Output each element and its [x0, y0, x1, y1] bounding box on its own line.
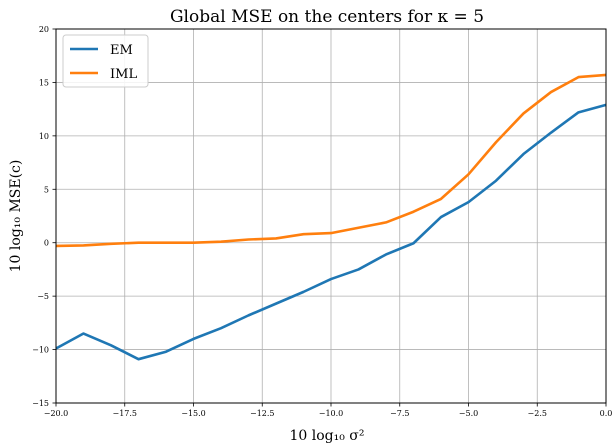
y-tick-label: 5 [44, 185, 49, 194]
x-tick-label: 0.0 [600, 409, 613, 418]
legend-label-iml: IML [110, 67, 137, 82]
x-tick-label: −17.5 [112, 409, 137, 418]
x-tick-label: −7.5 [390, 409, 409, 418]
x-tick-label: −2.5 [528, 409, 547, 418]
y-tick-label: 10 [39, 132, 49, 141]
x-tick-label: −12.5 [250, 409, 275, 418]
x-tick-label: −15.0 [181, 409, 206, 418]
x-axis-label: 10 log₁₀ σ² [290, 428, 365, 444]
y-tick-label: 15 [39, 78, 49, 87]
x-tick-label: −5.0 [459, 409, 478, 418]
y-axis-label: 10 log₁₀ MSE(c) [8, 160, 24, 273]
y-tick-label: −15 [32, 399, 49, 408]
x-axis-ticks: −20.0 −17.5 −15.0 −12.5 −10.0 −7.5 −5.0 −2.5 0.0 [44, 403, 613, 418]
y-tick-label: 20 [39, 25, 49, 34]
legend: EM IML [62, 34, 149, 88]
y-tick-label: 0 [44, 239, 49, 248]
chart-title: Global MSE on the centers for κ = 5 [170, 7, 484, 27]
y-axis-ticks: −15 −10 −5 0 5 10 15 20 [32, 25, 56, 408]
y-tick-label: −10 [32, 346, 49, 355]
series-layer [55, 73, 607, 361]
x-tick-label: −10.0 [319, 409, 344, 418]
series-line-iml [55, 73, 607, 248]
x-tick-label: −20.0 [44, 409, 69, 418]
legend-label-em: EM [110, 43, 133, 58]
series-line-em [55, 103, 607, 361]
y-tick-label: −5 [37, 292, 49, 301]
